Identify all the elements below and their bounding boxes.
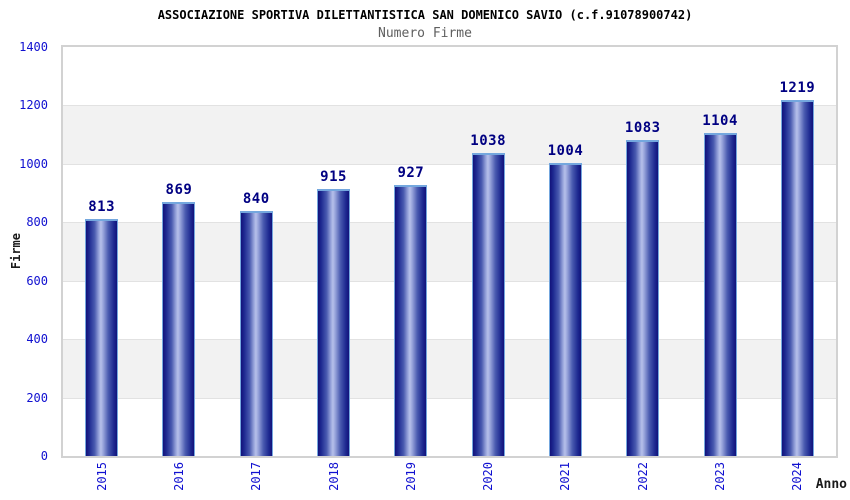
x-tick-label-text: 2017 xyxy=(249,462,264,491)
gridline xyxy=(63,105,836,107)
bar-value-label: 1104 xyxy=(702,113,738,130)
x-tick-label: 2016 xyxy=(169,462,189,491)
bar-value-label: 927 xyxy=(397,165,425,182)
gridline xyxy=(63,280,836,282)
bar xyxy=(239,210,273,456)
chart-subtitle: Numero Firme xyxy=(378,26,472,41)
y-tick-label: 800 xyxy=(26,215,48,230)
bar xyxy=(471,152,505,456)
bar xyxy=(703,133,737,456)
bar-value-label: 1038 xyxy=(470,132,506,149)
x-tick-label: 2021 xyxy=(555,462,575,491)
x-tick-label: 2015 xyxy=(92,462,112,491)
x-tick-label-text: 2019 xyxy=(403,462,418,491)
x-tick-label: 2019 xyxy=(401,462,421,491)
bar-value-label: 869 xyxy=(165,182,193,199)
bar-value-label: 840 xyxy=(242,190,270,207)
bar-value-label: 1004 xyxy=(547,142,584,159)
y-tick-label: 1200 xyxy=(19,98,48,113)
gridline xyxy=(63,339,836,341)
y-tick-label: 600 xyxy=(26,273,48,288)
gridline xyxy=(63,222,836,224)
x-tick-label-text: 2018 xyxy=(326,462,341,491)
bar-value-label: 1083 xyxy=(624,119,661,136)
x-tick-label-text: 2015 xyxy=(94,462,109,491)
background-band xyxy=(63,47,836,106)
bar-value-label: 813 xyxy=(88,198,116,215)
x-tick-label-text: 2021 xyxy=(558,462,573,491)
bar xyxy=(162,202,196,456)
bar xyxy=(780,99,814,456)
bar-value-label: 915 xyxy=(320,168,347,185)
bar xyxy=(317,188,351,456)
x-tick-label: 2024 xyxy=(787,462,807,491)
x-tick-label: 2018 xyxy=(324,462,344,491)
chart-title: ASSOCIAZIONE SPORTIVA DILETTANTISTICA SA… xyxy=(157,8,693,22)
x-tick-label-text: 2023 xyxy=(713,462,728,491)
y-tick-label: 200 xyxy=(26,390,48,405)
y-axis: 0 200 400 600 800 1000 1200 1400 xyxy=(0,40,50,463)
gridline xyxy=(63,163,836,165)
x-tick-label-text: 2024 xyxy=(790,462,805,491)
x-tick-label: 2017 xyxy=(246,462,266,491)
y-tick-label: 400 xyxy=(26,332,48,347)
bar xyxy=(626,139,660,456)
x-tick-label: 2023 xyxy=(710,462,730,491)
x-tick-label-text: 2020 xyxy=(481,462,496,491)
x-tick-label: 2020 xyxy=(478,462,498,491)
bar xyxy=(548,162,582,456)
y-tick-label: 1000 xyxy=(19,156,48,171)
y-tick-label: 0 xyxy=(40,449,48,463)
plot-area: 813 869 840 915 927 1038 1004 1083 1104 1219 xyxy=(61,45,838,458)
x-axis-title: Anno xyxy=(815,477,847,492)
x-axis: 2015 2016 2017 2018 2019 2020 2021 2022 2023 2024 xyxy=(61,460,838,500)
bar-value-label: 1219 xyxy=(779,79,816,96)
x-tick-label-text: 2016 xyxy=(171,462,186,491)
bar xyxy=(85,218,119,456)
x-tick-label: 2022 xyxy=(633,462,653,491)
x-tick-label-text: 2022 xyxy=(635,462,650,491)
bar xyxy=(394,185,428,456)
gridline xyxy=(63,397,836,399)
y-tick-label: 1400 xyxy=(19,40,48,54)
